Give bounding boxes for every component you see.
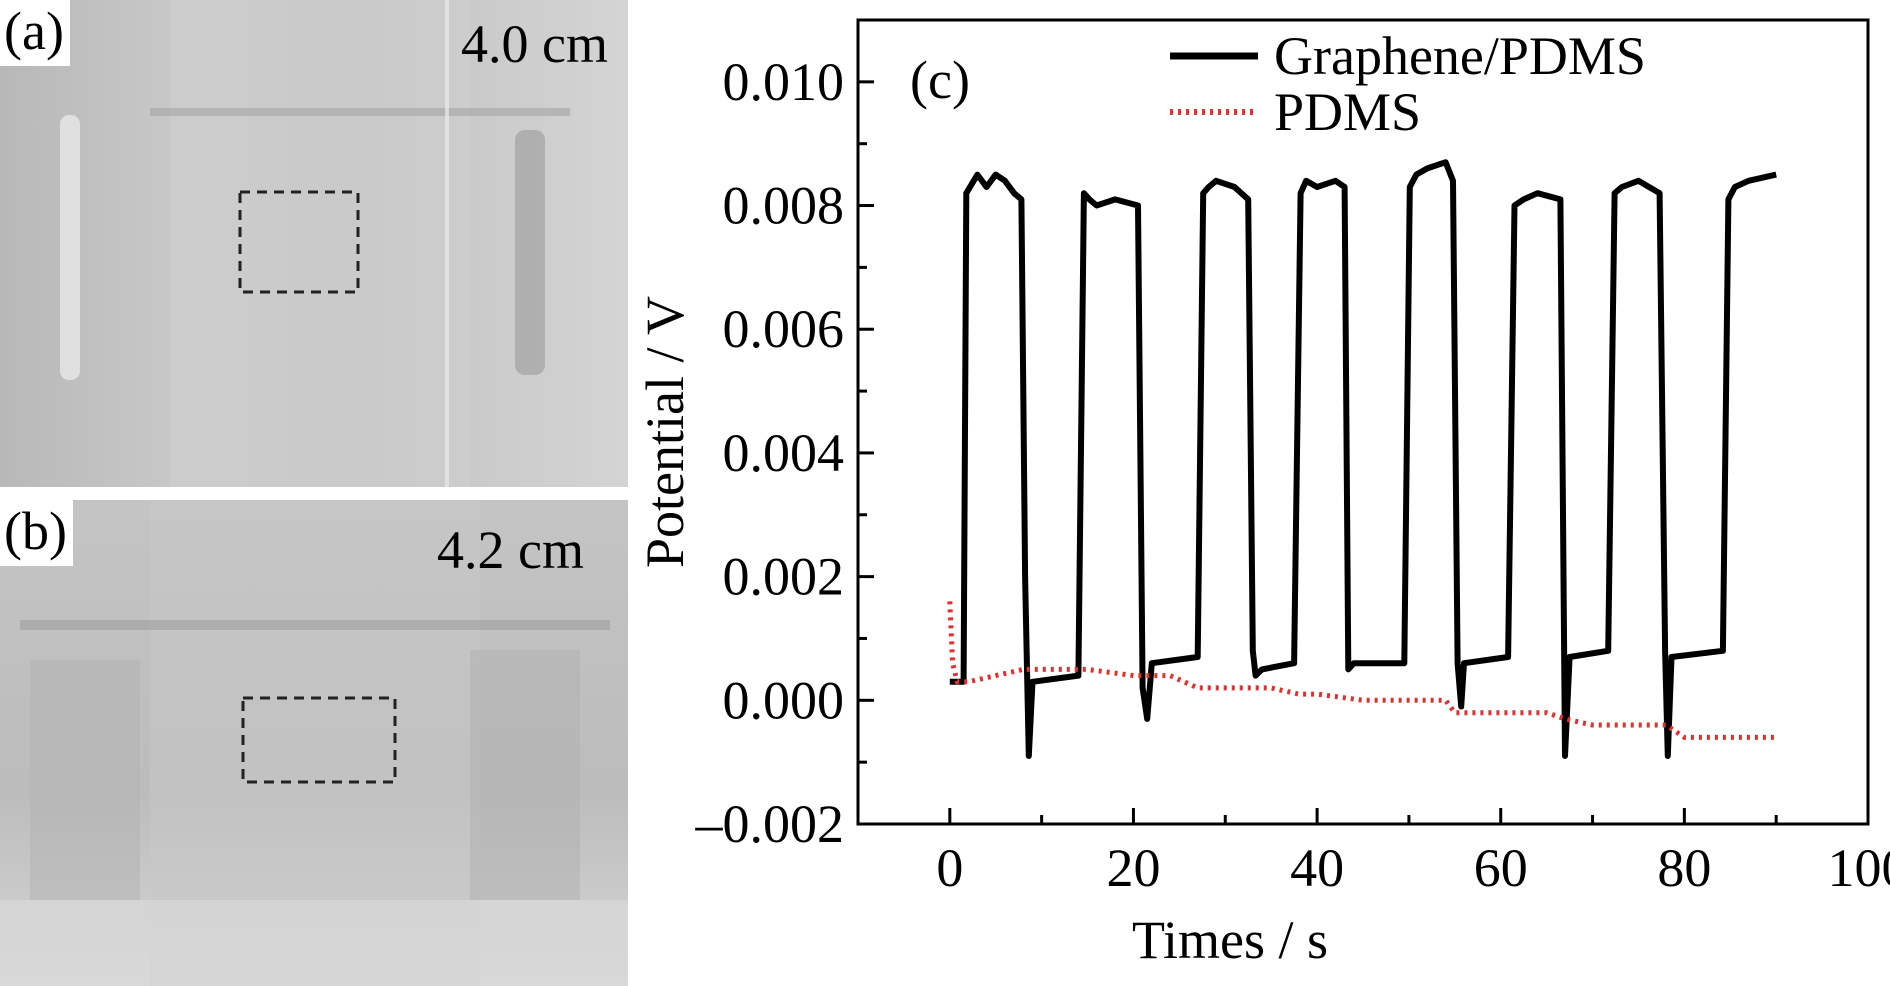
- x-tick-label: 80: [1657, 838, 1711, 898]
- photo-b-roi-box: [241, 696, 397, 784]
- photo-b-panel-label: (b): [0, 500, 73, 566]
- x-tick-label: 60: [1474, 838, 1528, 898]
- y-tick-label: 0.000: [723, 670, 845, 730]
- series-line-graphene-pdms: [949, 159, 1777, 759]
- legend: Graphene/PDMS PDMS: [1170, 26, 1646, 142]
- y-axis-label: Potential / V: [635, 296, 695, 568]
- chart-panel-label: (c): [910, 50, 970, 110]
- plot-frame: [856, 18, 1870, 826]
- y-tick-label: 0.010: [723, 52, 845, 112]
- legend-label-graphene: Graphene/PDMS: [1274, 26, 1646, 86]
- photo-a-roi-box: [238, 190, 360, 294]
- x-tick-label: 40: [1290, 838, 1344, 898]
- x-tick-label: 20: [1106, 838, 1160, 898]
- y-tick-label: 0.006: [723, 299, 845, 359]
- photo-a-panel-label: (a): [0, 0, 70, 66]
- x-tick-label: 100: [1828, 838, 1890, 898]
- potential-chart: 0 20 40 60 80 100 –0.002 0.000 0.002 0.004 0.006 0.…: [635, 18, 1890, 970]
- photo-a-length-label: 4.0 cm: [461, 14, 608, 74]
- photo-b-image: [0, 500, 628, 986]
- series-line-pdms: [947, 601, 1777, 740]
- y-tick-label: 0.002: [723, 547, 845, 607]
- x-tick-label: 0: [936, 838, 963, 898]
- photo-panel-a: (a) 4.0 cm: [0, 0, 628, 487]
- y-tick-label: 0.008: [723, 176, 845, 236]
- y-tick-label: –0.002: [695, 794, 845, 854]
- legend-label-pdms: PDMS: [1274, 82, 1421, 142]
- x-axis-label: Times / s: [1132, 910, 1328, 970]
- series-layer: [947, 159, 1777, 759]
- photo-a-image: [0, 0, 628, 487]
- y-tick-label: 0.004: [723, 423, 845, 483]
- photo-b-length-label: 4.2 cm: [437, 520, 584, 580]
- photo-panel-b: (b) 4.2 cm: [0, 500, 628, 986]
- ticks-layer: 0 20 40 60 80 100 –0.002 0.000 0.002 0.004 0.006 0.…: [695, 52, 1890, 898]
